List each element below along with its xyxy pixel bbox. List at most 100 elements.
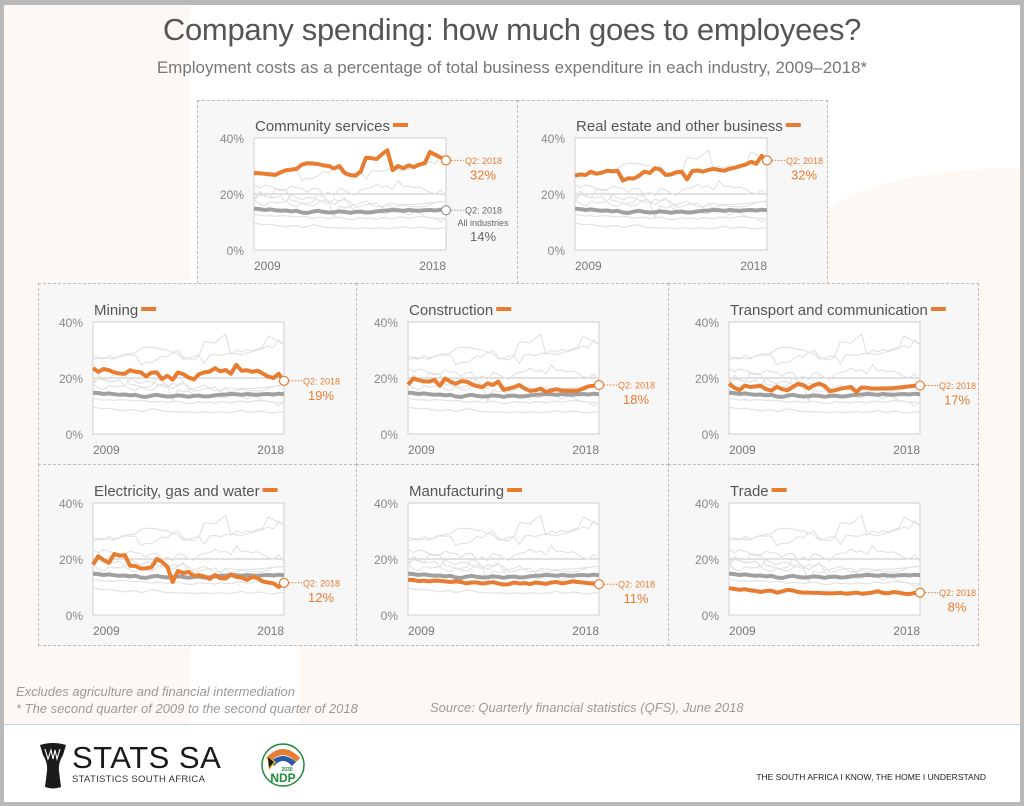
context-series-line xyxy=(92,398,285,405)
industry-line xyxy=(253,148,447,178)
panel-manufacturing: 0% 20% 40% 2009 2018 Manufacturing Q2: 2018 11% xyxy=(356,464,669,646)
context-series-line xyxy=(253,214,447,221)
all-industries-line xyxy=(407,571,600,580)
x-tick-label: 2018 xyxy=(893,443,920,457)
context-series-line xyxy=(92,520,285,547)
x-tick-label: 2018 xyxy=(572,624,599,638)
panel-transport-and-communication: 0% 20% 40% 2009 2018 Transport and communicat… xyxy=(668,283,979,465)
end-label-value: 32% xyxy=(791,167,817,182)
panel-mining: 0% 20% 40% 2009 2018 Mining Q2: 2018 19% xyxy=(38,283,357,465)
x-tick-label: 2018 xyxy=(572,443,599,457)
legend-swatch-icon xyxy=(393,123,409,127)
end-label-period: Q2: 2018 xyxy=(303,376,340,386)
industry-line xyxy=(574,153,769,183)
end-label-value: 32% xyxy=(470,167,496,182)
y-tick-label: 20% xyxy=(59,372,83,386)
panel-chart: 0% 20% 40% 2009 2018 Transport and communicat… xyxy=(695,302,976,457)
end-label-period: Q2: 2018 xyxy=(939,381,976,391)
x-tick-label: 2009 xyxy=(254,259,281,273)
context-series-line xyxy=(728,563,920,574)
context-series-line xyxy=(92,579,285,586)
y-tick-label: 40% xyxy=(59,316,83,330)
context-series-line xyxy=(407,563,599,574)
context-series-line xyxy=(574,214,768,221)
x-tick-label: 2018 xyxy=(257,443,284,457)
y-tick-label: 0% xyxy=(66,428,84,442)
end-label-period: Q2: 2018 xyxy=(618,580,655,590)
tagline: THE SOUTH AFRICA I KNOW, THE HOME I UNDE… xyxy=(756,772,986,782)
end-label-value: 8% xyxy=(948,600,967,615)
x-tick-label: 2009 xyxy=(408,443,435,457)
all-industries-line xyxy=(92,390,285,399)
stats-sa-logo-subtext: STATISTICS SOUTH AFRICA xyxy=(72,774,206,785)
industry-line xyxy=(407,577,600,587)
y-tick-label: 40% xyxy=(541,132,565,146)
all-industries-line xyxy=(574,206,768,215)
industry-line xyxy=(91,362,286,383)
x-tick-label: 2009 xyxy=(93,624,120,638)
context-series-line xyxy=(574,198,767,209)
y-tick-label: 20% xyxy=(541,188,565,202)
x-tick-label: 2009 xyxy=(93,443,120,457)
end-label-value: 17% xyxy=(944,393,970,408)
context-series-line xyxy=(407,520,600,547)
all-industries-marker xyxy=(440,205,452,216)
y-tick-label: 20% xyxy=(59,553,83,567)
context-series-line xyxy=(92,563,284,574)
x-tick-label: 2018 xyxy=(893,624,920,638)
y-tick-label: 40% xyxy=(374,497,398,511)
chart-title: Company spending: how much goes to emplo… xyxy=(162,12,862,47)
note-excludes: Excludes agriculture and financial inter… xyxy=(16,684,295,699)
panel-title: Mining xyxy=(94,302,138,319)
panel-title: Manufacturing xyxy=(409,483,504,500)
end-point-marker xyxy=(593,379,605,391)
context-series-line xyxy=(407,339,600,366)
context-series-line xyxy=(728,579,921,586)
y-tick-label: 0% xyxy=(381,609,399,623)
x-tick-label: 2018 xyxy=(257,624,284,638)
y-tick-label: 40% xyxy=(220,132,244,146)
background-shape-bottom xyxy=(300,640,1020,724)
panel-title: Real estate and other business xyxy=(576,118,783,135)
context-series-line xyxy=(92,339,285,366)
ndp-label: NDP xyxy=(270,771,295,785)
context-series-line xyxy=(92,587,285,595)
end-label-period: Q2: 2018 xyxy=(465,156,502,166)
end-label-value: 12% xyxy=(308,590,334,605)
industry-line xyxy=(728,586,921,596)
y-tick-label: 0% xyxy=(702,428,720,442)
x-tick-label: 2009 xyxy=(729,443,756,457)
ndp-2030-logo-icon: NDP 2030 xyxy=(261,743,305,787)
end-point-marker xyxy=(278,375,290,386)
panel-chart: 0% 20% 40% 2009 2018 Community services Q2: 20… xyxy=(220,118,509,273)
footer-divider xyxy=(4,724,1020,725)
y-tick-label: 0% xyxy=(66,609,84,623)
end-label-period: Q2: 2018 xyxy=(786,156,823,166)
end-point-marker xyxy=(593,579,605,590)
all-industries-label: All industries xyxy=(457,218,509,228)
note-period: * The second quarter of 2009 to the seco… xyxy=(16,701,358,716)
x-tick-label: 2018 xyxy=(740,259,767,273)
legend-swatch-icon xyxy=(141,307,157,311)
panel-construction: 0% 20% 40% 2009 2018 Construction Q2: 2018 18% xyxy=(356,283,669,465)
panel-chart: 0% 20% 40% 2009 2018 Mining Q2: 2018 19% xyxy=(59,302,340,457)
context-series-line xyxy=(407,587,600,595)
panel-community-services: 0% 20% 40% 2009 2018 Community services Q2: 20… xyxy=(197,100,518,284)
end-label-value: 11% xyxy=(623,591,648,606)
x-tick-label: 2018 xyxy=(419,259,446,273)
y-tick-label: 20% xyxy=(220,188,244,202)
y-tick-label: 20% xyxy=(695,372,719,386)
x-tick-label: 2009 xyxy=(729,624,756,638)
legend-swatch-icon xyxy=(507,488,523,492)
legend-swatch-icon xyxy=(785,123,801,127)
context-series-line xyxy=(253,198,446,209)
all-industries-line xyxy=(253,206,447,215)
footer-bar xyxy=(4,725,1020,801)
y-tick-label: 20% xyxy=(374,372,398,386)
industry-line xyxy=(406,376,600,394)
all-industries-line xyxy=(407,390,600,399)
legend-swatch-icon xyxy=(262,488,278,492)
end-point-marker xyxy=(440,155,452,166)
context-series-line xyxy=(728,406,921,414)
